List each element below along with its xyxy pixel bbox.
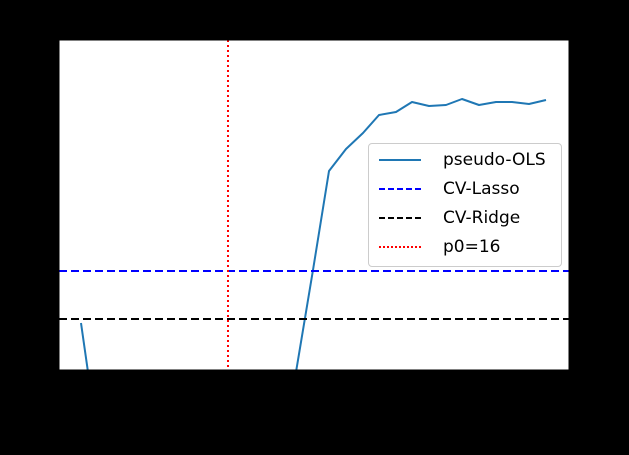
series-layer	[59, 40, 569, 370]
legend-label: p0=16	[443, 237, 501, 257]
solid-line-icon	[379, 159, 421, 161]
dashed-line-icon	[379, 188, 421, 190]
legend-item-cv-lasso: CV-Lasso	[379, 175, 520, 203]
axes-frame	[58, 39, 570, 371]
legend-label: CV-Ridge	[443, 208, 521, 228]
legend-item-p0: p0=16	[379, 233, 500, 261]
legend-label: CV-Lasso	[443, 179, 520, 199]
legend-label: pseudo-OLS	[443, 150, 546, 170]
legend-item-cv-ridge: CV-Ridge	[379, 204, 520, 232]
dashed-line-icon	[379, 217, 421, 219]
dotted-line-icon	[379, 246, 421, 248]
legend: pseudo-OLS CV-Lasso CV-Ridge p0=16	[368, 143, 562, 267]
series-pseudo-ols	[80, 98, 547, 370]
legend-item-pseudo-ols: pseudo-OLS	[379, 146, 546, 174]
